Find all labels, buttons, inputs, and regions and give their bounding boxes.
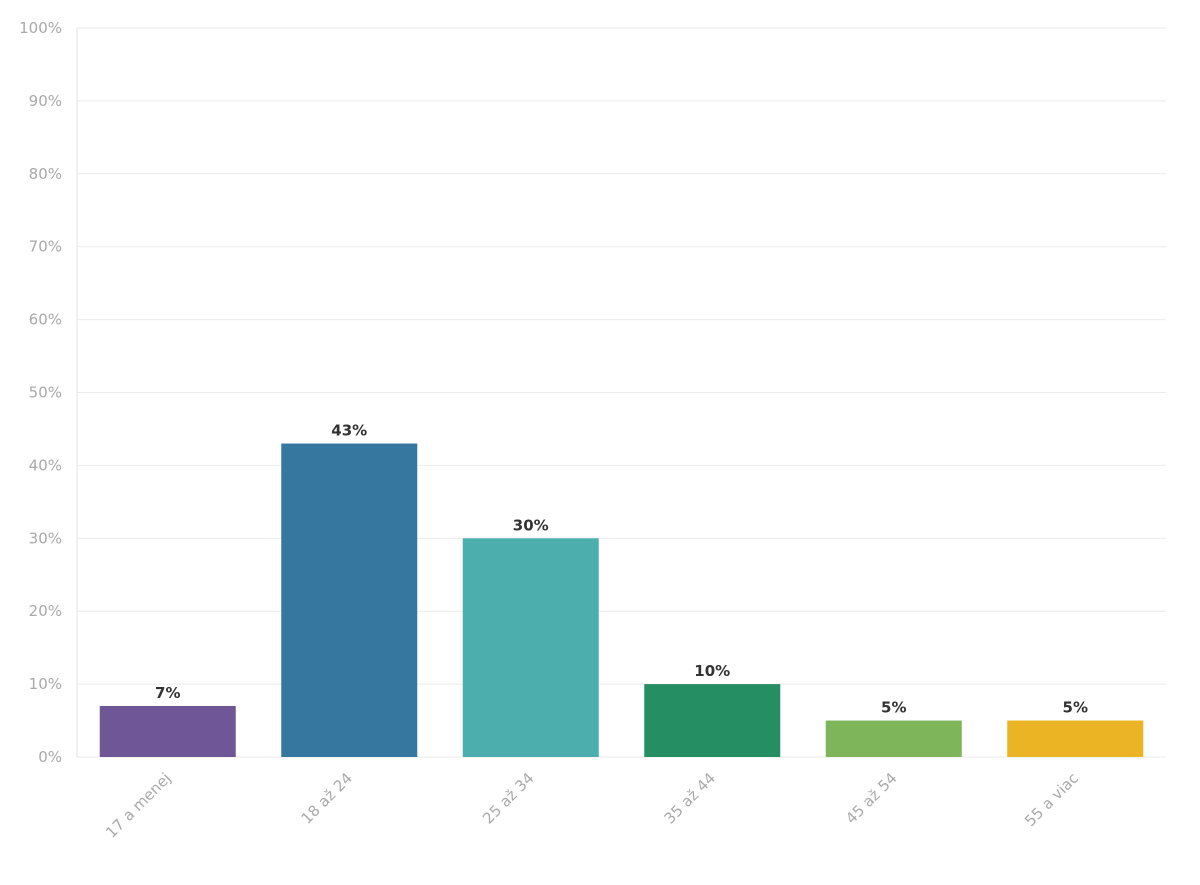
y-tick-label: 50%	[29, 384, 62, 402]
data-label: 10%	[694, 662, 730, 680]
bar	[462, 538, 599, 757]
data-label: 5%	[1063, 699, 1088, 717]
x-tick-label: 45 až 54	[842, 769, 901, 828]
bar	[644, 684, 781, 757]
data-label: 7%	[155, 684, 180, 702]
data-label: 5%	[881, 699, 906, 717]
x-tick-label: 17 a menej	[102, 769, 175, 842]
data-label: 30%	[513, 516, 549, 534]
y-tick-label: 70%	[29, 238, 62, 256]
y-tick-label: 20%	[29, 602, 62, 620]
bar	[1007, 720, 1144, 757]
x-tick-label: 18 až 24	[298, 769, 357, 828]
bar	[825, 720, 962, 757]
x-tick-label: 55 a viac	[1021, 769, 1082, 830]
y-tick-label: 40%	[29, 456, 62, 474]
y-tick-label: 10%	[29, 675, 62, 693]
x-tick-label: 35 až 44	[661, 769, 720, 828]
y-tick-label: 0%	[38, 748, 62, 766]
y-tick-label: 60%	[29, 311, 62, 329]
y-tick-label: 30%	[29, 529, 62, 547]
bar	[99, 705, 236, 757]
y-tick-label: 80%	[29, 165, 62, 183]
x-tick-label: 25 až 34	[479, 769, 538, 828]
data-label: 43%	[331, 422, 367, 440]
y-tick-label: 90%	[29, 92, 62, 110]
y-tick-label: 100%	[19, 19, 62, 37]
bar	[281, 443, 418, 757]
